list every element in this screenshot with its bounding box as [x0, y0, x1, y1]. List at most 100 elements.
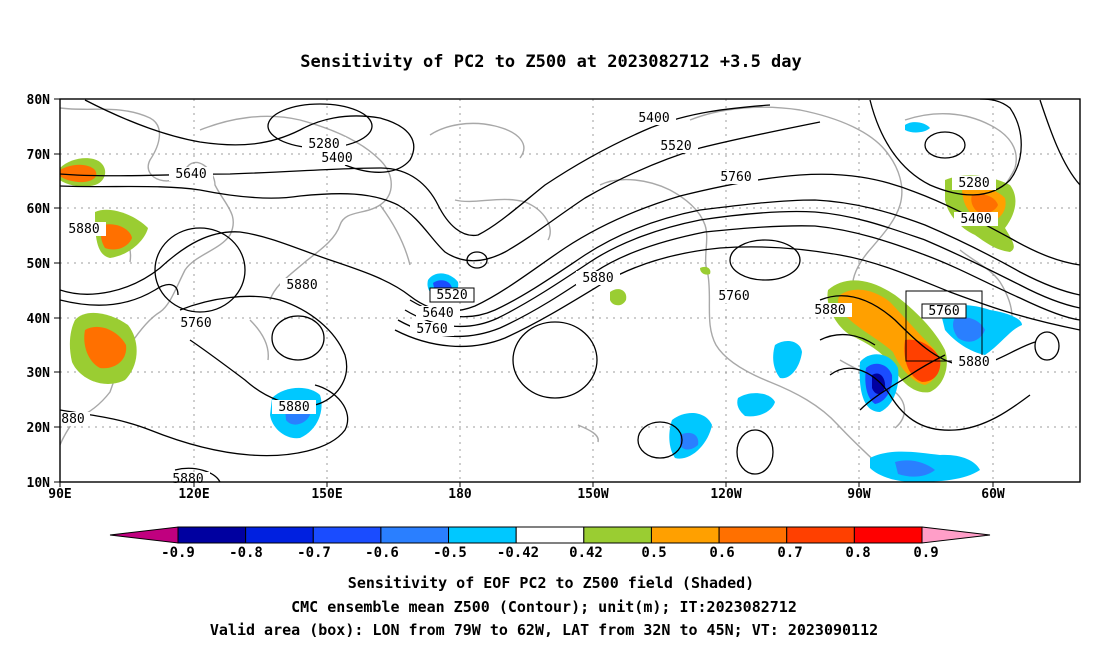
svg-text:5640: 5640	[175, 167, 206, 182]
lat-label: 50N	[27, 257, 51, 272]
lon-label: 180	[448, 487, 472, 502]
colorbar-cell	[583, 526, 652, 544]
longitude-labels: 90E 120E 150E 180 150W 120W 90W 60W	[48, 487, 1005, 502]
svg-text:5280: 5280	[308, 137, 339, 152]
contour-label: 5880	[272, 400, 316, 415]
colorbar-cell	[786, 526, 855, 544]
contour-label: 5280	[952, 176, 996, 191]
colorbar-cell	[245, 526, 314, 544]
contour-label: 5880	[952, 355, 996, 370]
colorbar-cell	[448, 526, 517, 544]
contour-label: 5520	[654, 139, 698, 154]
negative-region	[737, 393, 775, 417]
positive-region	[60, 164, 97, 183]
contour-label: 5880	[280, 278, 324, 293]
contour-label: 5400	[954, 212, 998, 227]
colorbar-label: -0.8	[229, 545, 263, 561]
negative-region	[680, 432, 699, 450]
negative-region	[905, 122, 930, 133]
svg-text:880: 880	[61, 412, 84, 427]
svg-text:5760: 5760	[416, 322, 447, 337]
colorbar-cell	[650, 526, 720, 544]
svg-text:5760: 5760	[180, 316, 211, 331]
lon-label: 120E	[178, 487, 209, 502]
colorbar-label: 0.9	[913, 545, 938, 561]
negative-region	[895, 460, 935, 477]
lat-label: 20N	[27, 421, 51, 436]
contour-label: 5760	[921, 303, 967, 319]
colorbar-label: -0.5	[433, 545, 467, 561]
positive-region	[971, 194, 998, 214]
lat-label: 60N	[27, 202, 51, 217]
positive-region	[610, 289, 627, 306]
negative-region	[773, 340, 802, 379]
contour-label: 5880	[62, 222, 106, 237]
contour-label: 5760	[712, 289, 756, 304]
svg-text:5640: 5640	[422, 306, 453, 321]
colorbar-label: 0.8	[845, 545, 870, 561]
lon-label: 120W	[710, 487, 741, 502]
svg-text:5400: 5400	[960, 212, 991, 227]
colorbar-label: 0.5	[641, 545, 666, 561]
svg-text:5880: 5880	[68, 222, 99, 237]
lon-label: 60W	[981, 487, 1005, 502]
lat-label: 70N	[27, 148, 51, 163]
lat-label: 80N	[27, 93, 51, 108]
contour-label: 880	[60, 412, 90, 427]
colorbar-cell	[515, 526, 585, 544]
svg-text:5520: 5520	[660, 139, 691, 154]
lon-label: 150W	[577, 487, 608, 502]
axis-ticks	[54, 98, 994, 487]
contour-label: 5520	[429, 287, 475, 303]
colorbar-cell	[109, 526, 179, 544]
positive-region	[84, 326, 127, 369]
svg-text:5880: 5880	[582, 271, 613, 286]
svg-text:5280: 5280	[958, 176, 989, 191]
colorbar-labels: -0.9 -0.8 -0.7 -0.6 -0.5 -0.42 0.42 0.5 …	[161, 545, 939, 561]
svg-text:5880: 5880	[172, 472, 203, 487]
colorbar-label: 0.7	[777, 545, 802, 561]
caption-line-2: CMC ensemble mean Z500 (Contour); unit(m…	[291, 598, 797, 616]
contour-label: 5880	[576, 271, 620, 286]
contour-label: 5640	[169, 167, 213, 182]
svg-text:5400: 5400	[321, 151, 352, 166]
z500-contours	[60, 99, 1080, 482]
svg-text:5880: 5880	[286, 278, 317, 293]
svg-text:5520: 5520	[436, 288, 467, 303]
contour-label: 5880	[808, 303, 852, 318]
svg-text:5880: 5880	[814, 303, 845, 318]
lat-label: 10N	[27, 476, 51, 491]
svg-text:5400: 5400	[638, 111, 669, 126]
map-frame	[59, 98, 1081, 483]
contour-label: 5760	[174, 316, 218, 331]
lat-label: 40N	[27, 312, 51, 327]
contour-label: 5280	[302, 137, 346, 152]
colorbar-label: -0.42	[497, 545, 539, 561]
colorbar-cell	[853, 526, 923, 544]
colorbar-cell	[718, 526, 788, 544]
colorbar-cell	[921, 526, 991, 544]
svg-text:5880: 5880	[278, 400, 309, 415]
contour-label: 5760	[410, 322, 454, 337]
latitude-labels: 80N 70N 60N 50N 40N 30N 20N 10N	[27, 93, 51, 491]
colorbar	[109, 526, 991, 544]
svg-text:5880: 5880	[958, 355, 989, 370]
positive-region	[700, 266, 711, 275]
lat-lon-grid	[60, 99, 1080, 482]
contour-label: 5640	[416, 306, 460, 321]
svg-text:5760: 5760	[720, 170, 751, 185]
contour-label: 5760	[714, 170, 758, 185]
lon-label: 90W	[847, 487, 871, 502]
colorbar-cell	[312, 526, 382, 544]
svg-text:5760: 5760	[718, 289, 749, 304]
lon-label: 150E	[311, 487, 342, 502]
contour-labels: 5280 5400 5400 5520 5640 5640 5760 5880 …	[60, 111, 998, 487]
caption-line-1: Sensitivity of EOF PC2 to Z500 field (Sh…	[348, 574, 754, 592]
contour-label: 5400	[632, 111, 676, 126]
colorbar-label: 0.42	[569, 545, 603, 561]
colorbar-label: 0.6	[709, 545, 734, 561]
svg-text:5760: 5760	[928, 304, 959, 319]
colorbar-label: -0.9	[161, 545, 195, 561]
lat-label: 30N	[27, 366, 51, 381]
